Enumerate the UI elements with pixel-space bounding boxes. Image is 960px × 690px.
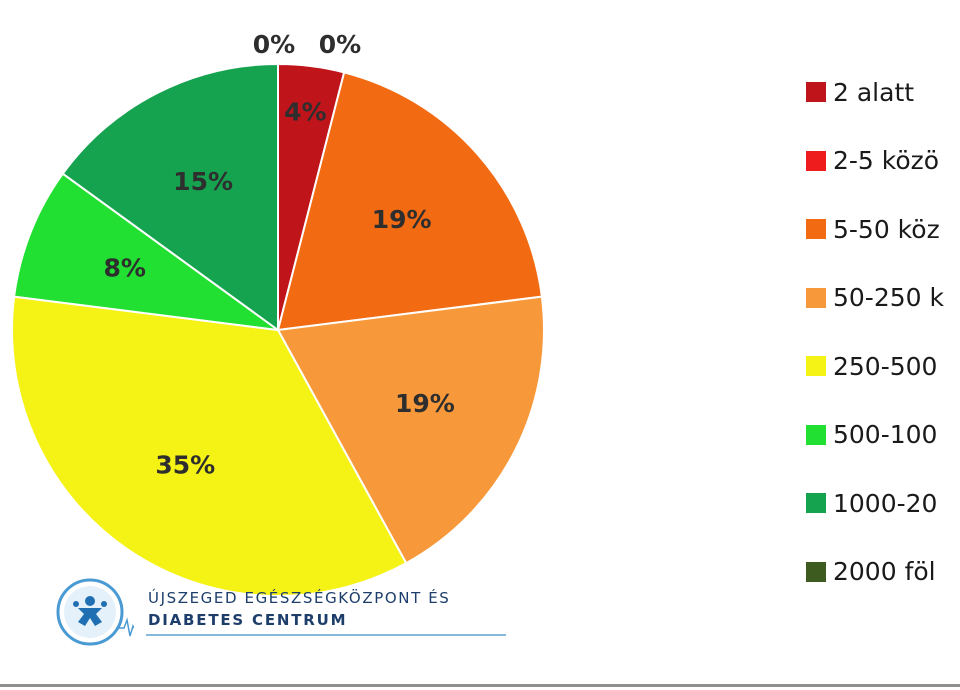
legend-item-4: 250-500 bbox=[806, 346, 937, 386]
legend-item-6: 1000-20 bbox=[806, 483, 937, 523]
legend-swatch bbox=[806, 356, 826, 376]
logo-divider bbox=[146, 634, 506, 636]
legend-swatch bbox=[806, 561, 826, 582]
legend-label: 5-50 köz bbox=[833, 214, 940, 244]
legend-label: 500-100 bbox=[833, 420, 938, 449]
slice-value-label-1: 0% bbox=[253, 30, 295, 59]
legend-swatch bbox=[806, 287, 826, 308]
legend-item-2: 5-50 köz bbox=[806, 209, 940, 249]
pie-slice-4 bbox=[11, 295, 408, 598]
slice-value-label-7: 0% bbox=[319, 30, 361, 59]
slice-value-label-0: 4% bbox=[284, 98, 326, 127]
legend-label: 2 alatt bbox=[833, 77, 915, 107]
legend-label: 2000 föl bbox=[833, 557, 936, 586]
legend-label: 50-250 k bbox=[833, 283, 944, 312]
legend-item-0: 2 alatt bbox=[806, 72, 914, 112]
pie-slice-2 bbox=[276, 71, 544, 332]
pie-labels: 4% 0% 19% 19% 35% 8% 15% 0% bbox=[103, 30, 454, 479]
pie-slice-6 bbox=[61, 62, 279, 332]
pie-slice-5 bbox=[12, 172, 279, 331]
bottom-divider bbox=[0, 684, 960, 687]
slice-value-label-6: 15% bbox=[173, 167, 233, 196]
logo-emblem-icon bbox=[56, 578, 134, 646]
legend-swatch bbox=[806, 82, 826, 102]
pie-slices bbox=[11, 62, 545, 598]
legend-swatch bbox=[806, 219, 826, 239]
legend-item-3: 50-250 k bbox=[806, 278, 944, 318]
legend-label: 1000-20 bbox=[833, 488, 938, 518]
logo-title-line2: DIABETES CENTRUM bbox=[148, 611, 348, 629]
slice-value-label-5: 8% bbox=[103, 253, 145, 282]
slice-value-label-4: 35% bbox=[155, 450, 215, 479]
slice-value-label-2: 19% bbox=[372, 205, 432, 234]
legend-label: 250-500 bbox=[833, 351, 938, 381]
legend-swatch bbox=[806, 150, 826, 171]
logo-title-line1: ÚJSZEGED EGÉSZSÉGKÖZPONT ÉS bbox=[148, 589, 451, 607]
pie-slice-3 bbox=[276, 295, 545, 565]
legend-item-7: 2000 föl bbox=[806, 552, 936, 592]
legend-item-1: 2-5 közö bbox=[806, 141, 939, 181]
legend-swatch bbox=[806, 493, 826, 513]
logo: ÚJSZEGED EGÉSZSÉGKÖZPONT ÉS DIABETES CEN… bbox=[54, 576, 514, 652]
legend-swatch bbox=[806, 424, 826, 445]
slice-value-label-3: 19% bbox=[395, 389, 455, 418]
legend-item-5: 500-100 bbox=[806, 415, 937, 455]
legend-label: 2-5 közö bbox=[833, 146, 940, 175]
